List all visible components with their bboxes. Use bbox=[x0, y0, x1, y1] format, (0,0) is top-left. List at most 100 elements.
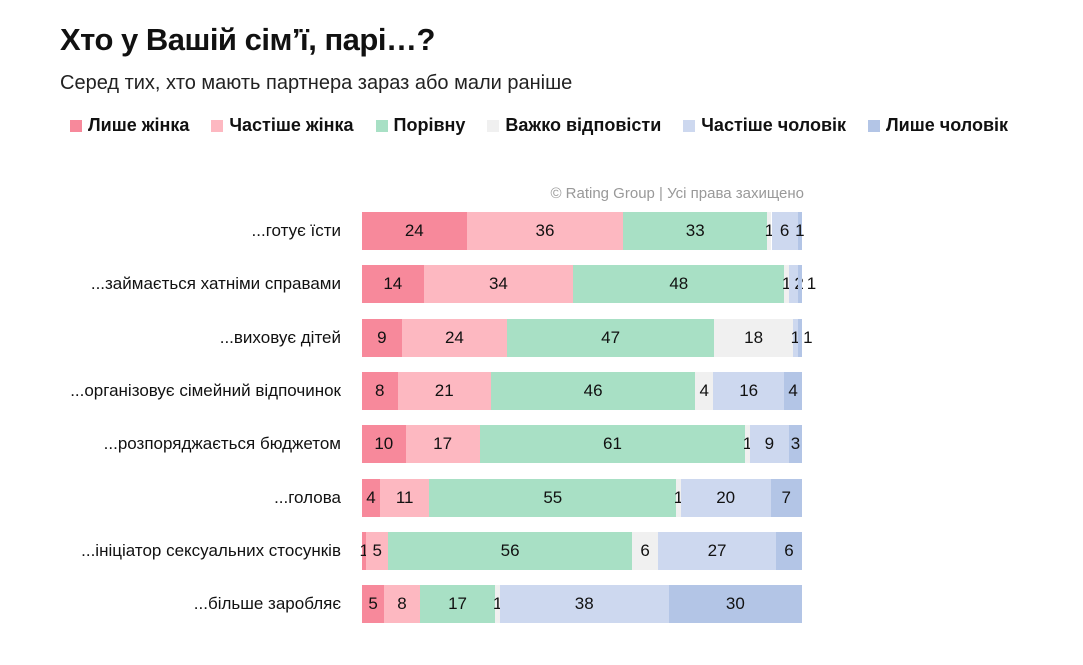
bar-segment bbox=[466, 212, 624, 250]
legend-swatch bbox=[683, 119, 696, 132]
bar-segment bbox=[793, 318, 798, 357]
bar-segment bbox=[714, 318, 794, 357]
legend-swatch bbox=[487, 119, 500, 132]
bar-segment bbox=[784, 371, 802, 410]
legend-item: Порівну bbox=[375, 115, 465, 136]
bar-segment bbox=[366, 531, 389, 570]
segment-value-label: 1 bbox=[359, 540, 369, 560]
segment-value-label: 8 bbox=[375, 380, 385, 400]
chart-subtitle: Серед тих, хто мають партнера зараз або … bbox=[60, 72, 573, 94]
legend-swatch bbox=[70, 119, 82, 132]
legend-item: Частіше жінка bbox=[211, 115, 354, 136]
segment-value-label: 24 bbox=[444, 327, 464, 347]
legend-label: Лише чоловік bbox=[886, 115, 1009, 135]
bar-segment bbox=[573, 265, 785, 304]
segment-value-label: 6 bbox=[779, 221, 790, 240]
segment-value-label: 7 bbox=[781, 487, 792, 507]
segment-value-label: 16 bbox=[739, 380, 759, 400]
bar-segment bbox=[784, 265, 789, 304]
category-label: ...розпоряджається бюджетом bbox=[103, 434, 341, 454]
segment-value-label: 36 bbox=[535, 221, 555, 240]
copyright-credit: © Rating Group | Усі права захищено bbox=[550, 185, 804, 202]
bar-segment bbox=[788, 425, 802, 464]
segment-value-label: 10 bbox=[374, 434, 394, 454]
segment-value-label: 48 bbox=[669, 274, 689, 294]
category-label: ...займається хатніми справами bbox=[90, 274, 341, 294]
bar-segment bbox=[499, 585, 669, 624]
bar-segment bbox=[362, 265, 424, 304]
bar-segment bbox=[429, 478, 677, 517]
bar-segment bbox=[713, 371, 785, 410]
segment-value-label: 17 bbox=[448, 594, 468, 614]
segment-value-label: 18 bbox=[744, 327, 764, 347]
segment-value-label: 11 bbox=[395, 487, 414, 507]
bar-segment bbox=[379, 478, 430, 517]
segment-value-label: 24 bbox=[404, 221, 424, 240]
bar-segment bbox=[788, 265, 798, 304]
bar-segment bbox=[384, 585, 420, 624]
segment-value-label: 38 bbox=[574, 594, 594, 614]
bar-segment bbox=[362, 425, 406, 464]
segment-value-label: 1 bbox=[492, 594, 503, 614]
segment-value-label: 4 bbox=[788, 380, 798, 400]
category-label: ...голова bbox=[274, 487, 341, 507]
bar-segment bbox=[362, 531, 367, 570]
segment-value-label: 27 bbox=[707, 540, 727, 560]
legend-label: Частіше жінка bbox=[229, 115, 354, 135]
chart-title: Хто у Вашій сім’ї, парі…? bbox=[60, 22, 435, 57]
segment-value-label: 1 bbox=[764, 221, 775, 240]
bar-segment bbox=[362, 212, 467, 250]
bar-segment bbox=[362, 371, 398, 410]
segment-value-label: 1 bbox=[795, 221, 805, 240]
bar-segment bbox=[479, 425, 746, 464]
segment-value-label: 20 bbox=[716, 487, 736, 507]
legend-label: Частіше чоловік bbox=[701, 115, 847, 135]
bar-segment bbox=[362, 318, 402, 357]
bar-segment bbox=[623, 212, 768, 250]
bar-segment bbox=[397, 371, 491, 410]
bar-segment bbox=[749, 425, 789, 464]
bar-segment bbox=[745, 425, 750, 464]
segment-value-label: 17 bbox=[433, 434, 453, 454]
segment-value-label: 55 bbox=[543, 487, 563, 507]
bar-segment bbox=[362, 585, 385, 624]
legend-swatch bbox=[375, 119, 388, 132]
segment-value-label: 1 bbox=[673, 487, 684, 507]
bar-segment bbox=[770, 478, 802, 517]
legend-label: Лише жінка bbox=[88, 115, 190, 135]
bar-segment bbox=[401, 318, 508, 357]
bar-segment bbox=[797, 265, 802, 304]
segment-value-label: 34 bbox=[488, 274, 508, 294]
bar-segment bbox=[632, 531, 659, 570]
bar-segment bbox=[490, 371, 696, 410]
segment-value-label: 9 bbox=[764, 434, 775, 454]
segment-value-label: 5 bbox=[368, 594, 378, 614]
bar-segment bbox=[362, 478, 380, 517]
bar-segment bbox=[771, 212, 798, 250]
bar-segment bbox=[767, 212, 772, 250]
category-label: ...виховує дітей bbox=[219, 327, 341, 347]
segment-value-label: 3 bbox=[790, 434, 801, 454]
category-label: ...більше заробляє bbox=[193, 594, 341, 614]
segment-value-label: 1 bbox=[803, 327, 813, 347]
legend-swatch bbox=[211, 119, 224, 132]
segment-value-label: 1 bbox=[806, 274, 817, 294]
legend-swatch bbox=[868, 119, 881, 132]
bar-segment bbox=[797, 318, 802, 357]
bar-segment bbox=[507, 318, 714, 357]
segment-value-label: 8 bbox=[397, 594, 407, 614]
segment-value-label: 46 bbox=[583, 380, 603, 400]
legend-item: Важко відповісти bbox=[487, 115, 661, 136]
segment-value-label: 1 bbox=[742, 434, 753, 454]
bar-segment bbox=[695, 371, 714, 410]
segment-value-label: 1 bbox=[790, 327, 801, 347]
segment-value-label: 4 bbox=[366, 487, 376, 507]
bar-segment bbox=[797, 212, 802, 250]
segment-value-label: 47 bbox=[601, 327, 621, 347]
segment-value-label: 33 bbox=[685, 221, 705, 240]
segment-value-label: 21 bbox=[434, 380, 454, 400]
bar-segment bbox=[495, 585, 500, 624]
category-label: ...ініціатор сексуальних стосунків bbox=[81, 540, 341, 560]
bar-segment bbox=[419, 585, 496, 624]
